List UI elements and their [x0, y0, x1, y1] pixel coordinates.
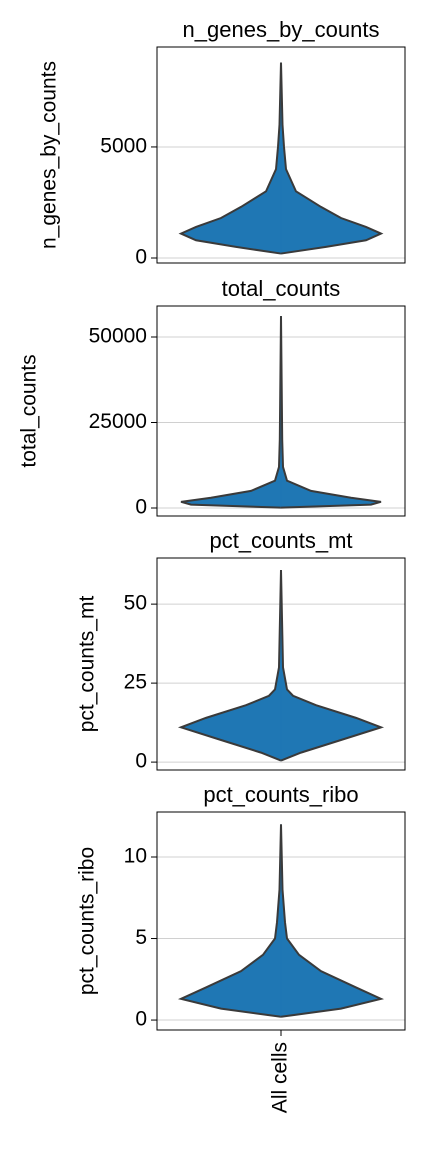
violin-outline [177, 569, 282, 762]
chart-title: total_counts [222, 276, 341, 301]
x-tick-label: All cells [269, 1042, 292, 1113]
y-tick-label: 10 [124, 845, 147, 868]
y-tick-label: 0 [135, 246, 147, 269]
y-tick-label: 25000 [89, 410, 147, 433]
violin-outline [280, 569, 385, 762]
axes-frame [156, 557, 406, 771]
y-tick-label: 5000 [100, 134, 147, 157]
y-axis-label: pct_counts_ribo [76, 847, 99, 995]
y-tick-label: 5 [135, 926, 147, 949]
violin-outline [280, 824, 385, 1018]
y-axis-label: pct_counts_mt [76, 596, 99, 733]
violin-half [280, 316, 382, 508]
violin-half [280, 62, 382, 254]
violin-half [180, 316, 282, 508]
violin-outline [180, 316, 282, 509]
y-tick-label: 50 [124, 592, 147, 615]
y-tick-label: 25 [124, 671, 147, 694]
violin-outline [177, 824, 282, 1018]
violin-outline [280, 316, 382, 509]
chart-title: pct_counts_mt [209, 528, 352, 553]
axes-frame [156, 305, 406, 517]
violin-half [280, 824, 382, 1018]
violin-outline [280, 62, 384, 255]
violin-half [180, 62, 282, 254]
violin-outline [178, 62, 282, 255]
violin-half [180, 824, 282, 1018]
y-tick-label: 50000 [89, 325, 147, 348]
y-tick-label: 0 [135, 496, 147, 519]
y-axis-label: total_counts [18, 354, 41, 467]
y-axis-label: n_genes_by_counts [38, 61, 61, 249]
y-tick-label: 0 [135, 750, 147, 773]
axes-frame [156, 46, 406, 264]
y-tick-label: 0 [135, 1008, 147, 1031]
chart-title: n_genes_by_counts [183, 17, 380, 42]
chart-title: pct_counts_ribo [203, 782, 358, 807]
